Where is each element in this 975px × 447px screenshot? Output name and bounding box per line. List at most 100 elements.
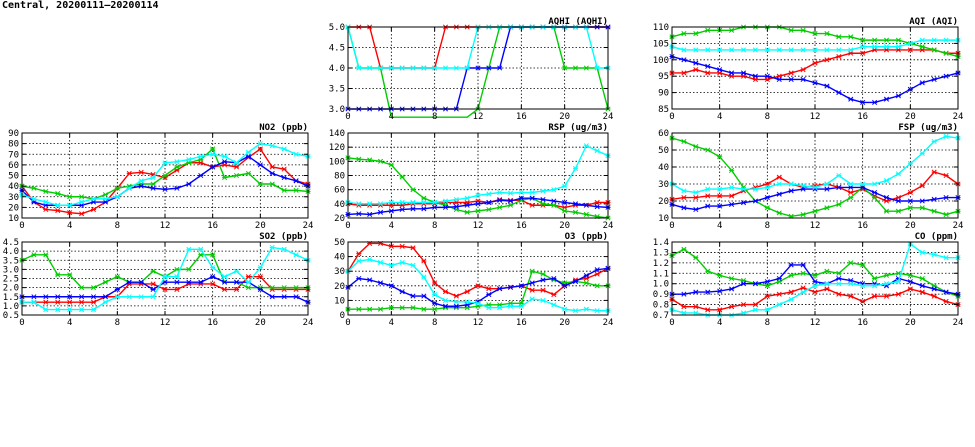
data-point [812, 60, 818, 66]
data-point [399, 65, 405, 71]
data-point [162, 160, 168, 166]
data-point [529, 195, 535, 201]
data-point [562, 199, 568, 205]
x-tick-label: 4 [67, 221, 72, 231]
data-point [293, 178, 299, 184]
y-tick-label: 80 [8, 140, 19, 150]
data-point [377, 209, 384, 215]
data-point [895, 291, 901, 297]
x-tick-label: 4 [389, 112, 394, 122]
series-cyan [345, 256, 611, 314]
data-point [293, 252, 299, 258]
data-point [138, 183, 144, 189]
data-point [681, 291, 687, 297]
data-point [583, 211, 589, 218]
data-point [740, 47, 747, 53]
data-point [824, 181, 830, 187]
data-point [356, 211, 362, 217]
data-point [507, 303, 514, 309]
data-point [497, 65, 503, 71]
data-point [836, 47, 842, 53]
data-point [410, 206, 416, 212]
data-point [281, 187, 287, 193]
data-point [907, 198, 913, 204]
y-tick-label: 3.0 [3, 265, 19, 275]
data-point [367, 157, 373, 163]
data-point [872, 189, 878, 196]
y-tick-label: 0.9 [653, 290, 669, 300]
data-point [717, 193, 723, 199]
data-point [432, 204, 438, 210]
data-point [788, 272, 794, 278]
data-point [800, 285, 806, 291]
data-point [907, 47, 913, 53]
data-point [729, 167, 735, 173]
chart-so2: 0 4 8 12 16 20 24 0.51.01.52.02.53.03.54.04.5 SO… [3, 232, 314, 328]
chart-title: CO (ppm) [915, 232, 958, 242]
data-point [788, 188, 794, 194]
y-tick-label: 1.1 [653, 269, 669, 279]
data-point [367, 65, 373, 71]
data-point [79, 211, 85, 217]
data-point [55, 272, 61, 278]
data-point [233, 172, 240, 179]
x-tick-label: 20 [905, 221, 916, 231]
data-point [410, 305, 416, 311]
y-tick-label: 60 [658, 129, 669, 139]
data-point [740, 302, 747, 308]
data-point [507, 284, 514, 290]
data-point [800, 27, 806, 33]
data-point [693, 289, 699, 295]
data-point [705, 307, 711, 313]
data-point [356, 156, 362, 162]
data-point [764, 307, 770, 313]
data-point [102, 299, 108, 305]
x-tick-label: 8 [432, 221, 437, 231]
data-point [752, 302, 758, 308]
chart-aqhi: 0 4 8 12 16 20 24 3.0 3.5 4.0 4.5 5.0 AQHI (AQHI) [329, 17, 614, 122]
data-point [872, 283, 878, 289]
data-point [919, 44, 925, 50]
data-point [872, 37, 878, 43]
data-point [293, 187, 299, 193]
x-tick-label: 8 [115, 221, 120, 231]
x-tick-label: 16 [857, 318, 868, 328]
x-tick-label: 16 [857, 221, 868, 231]
data-point [281, 175, 287, 181]
data-point [848, 96, 854, 102]
data-point [824, 83, 830, 89]
data-point [764, 283, 770, 289]
data-point [377, 201, 384, 207]
data-point [681, 31, 687, 37]
data-point [551, 275, 557, 282]
y-tick-label: 20 [334, 282, 345, 292]
data-point [836, 291, 842, 297]
chart-co: 0 4 8 12 16 20 24 0.70.80.91.01.11.21.31.4 CO (p… [653, 232, 964, 328]
data-point [824, 268, 830, 274]
data-point [453, 293, 459, 299]
data-point [729, 193, 735, 199]
y-tick-label: 5.0 [329, 23, 345, 33]
data-point [410, 199, 416, 205]
data-point [572, 308, 579, 314]
data-point [752, 186, 758, 192]
data-point [551, 198, 557, 204]
y-tick-label: 100 [329, 157, 345, 167]
data-point [222, 175, 228, 181]
x-tick-label: 12 [160, 318, 171, 328]
data-point [895, 44, 901, 50]
data-point [269, 170, 275, 176]
data-point [836, 34, 842, 40]
data-point [836, 90, 842, 96]
data-point [464, 299, 470, 305]
data-point [788, 181, 794, 187]
x-tick-label: 4 [717, 221, 722, 231]
data-point [377, 259, 384, 265]
data-point [102, 196, 108, 202]
y-tick-label: 50 [658, 146, 669, 156]
data-point [705, 63, 711, 69]
data-point [233, 286, 240, 293]
x-tick-label: 4 [717, 318, 722, 328]
data-point [705, 27, 711, 33]
data-point [421, 65, 427, 71]
